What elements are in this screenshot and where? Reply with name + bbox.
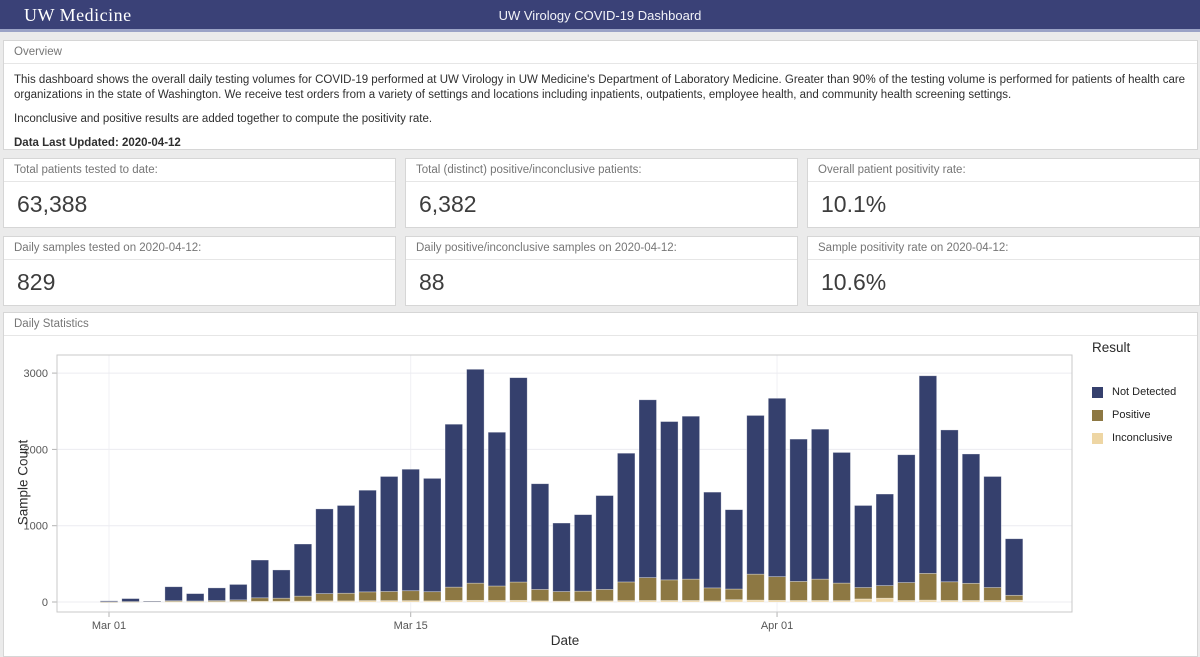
- card-label: Sample positivity rate on 2020-04-12:: [808, 237, 1199, 260]
- card-label: Daily positive/inconclusive samples on 2…: [406, 237, 797, 260]
- svg-text:2000: 2000: [24, 444, 48, 456]
- svg-text:Mar 01: Mar 01: [92, 620, 126, 632]
- card-total-patients-tested: Total patients tested to date: 63,388: [3, 158, 396, 228]
- svg-text:1000: 1000: [24, 521, 48, 533]
- svg-text:0: 0: [42, 597, 48, 609]
- overview-paragraph-1: This dashboard shows the overall daily t…: [14, 74, 1186, 101]
- legend-item-positive[interactable]: Positive: [1092, 409, 1197, 421]
- svg-text:Mar 15: Mar 15: [394, 620, 428, 632]
- card-sample-positivity-rate: Sample positivity rate on 2020-04-12: 10…: [807, 236, 1200, 306]
- overview-text: This dashboard shows the overall daily t…: [4, 64, 1197, 169]
- overview-panel: Overview This dashboard shows the overal…: [3, 40, 1198, 150]
- card-total-positive-patients: Total (distinct) positive/inconclusive p…: [405, 158, 798, 228]
- y-axis-title: Sample Count: [15, 439, 31, 526]
- card-label: Total patients tested to date:: [4, 159, 395, 182]
- dashboard-title: UW Virology COVID-19 Dashboard: [498, 8, 702, 23]
- chart-legend: Result Not Detected Positive Inconclusiv…: [1092, 340, 1197, 455]
- uw-medicine-logo: UW Medicine: [24, 5, 132, 25]
- legend-label: Inconclusive: [1112, 432, 1173, 444]
- overview-section-label: Overview: [4, 41, 1197, 64]
- card-value: 829: [17, 269, 56, 295]
- card-label: Total (distinct) positive/inconclusive p…: [406, 159, 797, 182]
- inconclusive-swatch-icon: [1092, 432, 1103, 444]
- svg-text:Apr 01: Apr 01: [761, 620, 793, 632]
- card-daily-samples-tested: Daily samples tested on 2020-04-12: 829: [3, 236, 396, 306]
- not-detected-swatch-icon: [1092, 386, 1103, 398]
- card-value: 6,382: [419, 191, 477, 217]
- x-axis-title: Date: [550, 633, 580, 648]
- kpi-card-row-2: Daily samples tested on 2020-04-12: 829 …: [3, 236, 1200, 306]
- positive-swatch-icon: [1092, 409, 1103, 421]
- card-daily-positive-samples: Daily positive/inconclusive samples on 2…: [405, 236, 798, 306]
- app-header: UW Medicine UW Virology COVID-19 Dashboa…: [0, 0, 1200, 32]
- card-value: 10.1%: [821, 191, 887, 217]
- card-value: 88: [419, 269, 445, 295]
- data-last-updated: Data Last Updated: 2020-04-12: [14, 137, 181, 149]
- card-value: 10.6%: [821, 269, 887, 295]
- card-overall-positivity-rate: Overall patient positivity rate: 10.1%: [807, 158, 1200, 228]
- card-value: 63,388: [17, 191, 88, 217]
- svg-text:3000: 3000: [24, 368, 48, 380]
- overview-paragraph-2: Inconclusive and positive results are ad…: [14, 113, 433, 125]
- daily-statistics-section-label: Daily Statistics: [4, 313, 1197, 336]
- kpi-card-row-1: Total patients tested to date: 63,388 To…: [3, 158, 1200, 228]
- legend-label: Not Detected: [1112, 386, 1177, 398]
- card-label: Overall patient positivity rate:: [808, 159, 1199, 182]
- card-label: Daily samples tested on 2020-04-12:: [4, 237, 395, 260]
- legend-item-inconclusive[interactable]: Inconclusive: [1092, 432, 1197, 444]
- legend-item-not-detected[interactable]: Not Detected: [1092, 386, 1197, 398]
- legend-label: Positive: [1112, 409, 1151, 421]
- legend-title: Result: [1092, 340, 1131, 355]
